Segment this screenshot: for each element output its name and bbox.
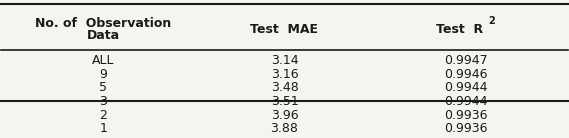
Text: 3.16: 3.16: [271, 68, 298, 81]
Text: 1: 1: [100, 122, 107, 135]
Text: 0.9946: 0.9946: [444, 68, 488, 81]
Text: 0.9936: 0.9936: [444, 109, 488, 122]
Text: 0.9944: 0.9944: [444, 95, 488, 108]
Text: 3: 3: [100, 95, 107, 108]
Text: 5: 5: [100, 81, 108, 94]
Text: 2: 2: [100, 109, 107, 122]
Text: Test  MAE: Test MAE: [250, 23, 319, 36]
Text: No. of  Observation: No. of Observation: [35, 17, 171, 30]
Text: 3.51: 3.51: [271, 95, 298, 108]
Text: 3.88: 3.88: [271, 122, 298, 135]
Text: Data: Data: [86, 29, 120, 43]
Text: 2: 2: [488, 16, 494, 26]
Text: 3.96: 3.96: [271, 109, 298, 122]
Text: 3.48: 3.48: [271, 81, 298, 94]
Text: 0.9944: 0.9944: [444, 81, 488, 94]
Text: 0.9947: 0.9947: [444, 54, 488, 67]
Text: 0.9936: 0.9936: [444, 122, 488, 135]
Text: 3.14: 3.14: [271, 54, 298, 67]
Text: 9: 9: [100, 68, 107, 81]
Text: Test  R: Test R: [436, 23, 484, 36]
Text: ALL: ALL: [92, 54, 114, 67]
